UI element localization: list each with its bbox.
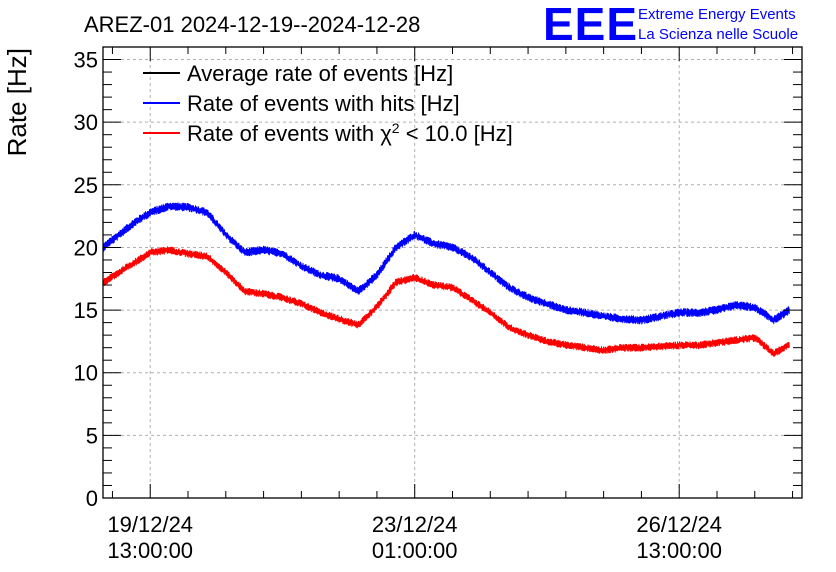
grid-lines [103, 47, 802, 498]
legend-label-1: Rate of events with hits [Hz] [187, 91, 460, 116]
eee-logo-mark: EEE [543, 0, 638, 50]
series-line-2 [102, 246, 790, 358]
y-tick-label: 30 [74, 110, 98, 135]
eee-logo-line2: La Scienza nelle Scuole [638, 26, 798, 43]
x-tick-label-date: 23/12/24 [372, 512, 458, 537]
x-tick-label-time: 13:00:00 [636, 538, 722, 563]
y-tick-label: 20 [74, 235, 98, 260]
y-tick-label: 0 [86, 486, 98, 511]
x-tick-label-time: 01:00:00 [372, 538, 458, 563]
series-line-1 [102, 202, 790, 325]
axes: 0510152025303519/12/2413:00:0023/12/2401… [74, 46, 802, 563]
y-tick-label: 5 [86, 423, 98, 448]
series-layer [102, 202, 790, 358]
x-tick-label-date: 19/12/24 [107, 512, 193, 537]
eee-logo: EEE Extreme Energy Events La Scienza nel… [543, 0, 798, 50]
x-tick-label-date: 26/12/24 [636, 512, 722, 537]
chart-title: AREZ-01 2024-12-19--2024-12-28 [84, 12, 420, 37]
legend-label-2: Rate of events with χ2 < 10.0 [Hz] [187, 120, 513, 146]
y-tick-label: 25 [74, 173, 98, 198]
legend-label-0: Average rate of events [Hz] [187, 61, 453, 86]
x-tick-label-time: 13:00:00 [107, 538, 193, 563]
eee-logo-line1: Extreme Energy Events [638, 6, 796, 23]
y-tick-label: 15 [74, 298, 98, 323]
legend: Average rate of events [Hz] Rate of event… [143, 61, 513, 146]
y-tick-label: 35 [74, 48, 98, 73]
y-axis-label: Rate [Hz] [2, 48, 32, 156]
y-tick-label: 10 [74, 361, 98, 386]
